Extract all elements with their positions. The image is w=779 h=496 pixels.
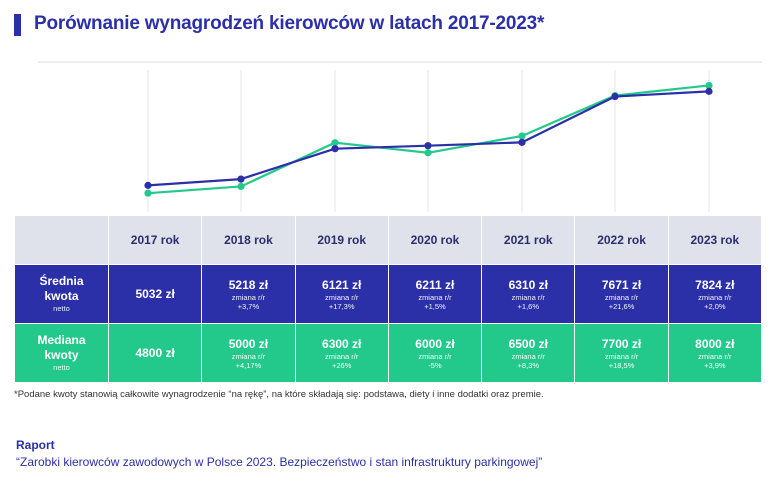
median-change: +3,9%: [704, 360, 726, 370]
median-label-sub: netto: [53, 363, 70, 372]
median-cell: 6500 zł zmiana r/r +8,3%: [481, 323, 576, 383]
average-data-point: [518, 138, 526, 146]
median-data-point: [144, 189, 152, 197]
average-label-line1: Średnia: [39, 274, 84, 288]
average-label-sub: netto: [53, 304, 70, 313]
corner-cell: [14, 215, 109, 265]
average-cell: 7824 zł zmiana r/r +2,0%: [667, 264, 763, 324]
year-header: 2021 rok: [481, 215, 576, 265]
median-value: 7700 zł: [601, 336, 642, 351]
median-label-line1: Mediana: [37, 333, 86, 347]
median-value: 6500 zł: [508, 336, 548, 351]
average-value: 5218 zł: [228, 277, 269, 292]
average-row-label: Średnia kwota netto: [14, 264, 109, 324]
line-chart: [38, 61, 762, 212]
change-label: zmiana r/r: [698, 351, 732, 361]
median-cell: 8000 zł zmiana r/r +3,9%: [667, 323, 763, 383]
change-label: zmiana r/r: [604, 292, 639, 302]
average-value: 6121 zł: [322, 277, 362, 292]
change-label: zmiana r/r: [511, 351, 545, 361]
footnote: *Podane kwoty stanowią całkowite wynagro…: [14, 389, 544, 400]
average-data-point: [705, 87, 713, 95]
average-change: +1,6%: [517, 301, 539, 311]
change-label: zmiana r/r: [231, 292, 266, 302]
average-data-point: [424, 142, 432, 150]
change-label: zmiana r/r: [231, 351, 266, 361]
average-label-line2: kwota: [44, 289, 79, 303]
average-change: +2,0%: [704, 301, 726, 311]
average-value: 7824 zł: [695, 277, 735, 292]
average-change: +21,6%: [608, 301, 635, 311]
median-value: 6300 zł: [322, 336, 362, 351]
median-cell: 5000 zł zmiana r/r +4,17%: [201, 323, 296, 383]
average-data-point: [331, 145, 339, 153]
change-label: zmiana r/r: [604, 351, 639, 361]
median-data-point: [331, 139, 339, 147]
salary-table: 2017 rok 2018 rok 2019 rok 2020 rok 2021…: [14, 215, 763, 383]
median-cell: 6000 zł zmiana r/r -5%: [387, 323, 483, 383]
average-change: +1,5%: [424, 301, 446, 311]
report-title: “Zarobki kierowców zawodowych w Polsce 2…: [16, 455, 543, 469]
average-data-point: [611, 92, 619, 101]
change-label: zmiana r/r: [698, 292, 732, 302]
median-cell: 4800 zł: [107, 323, 203, 383]
median-change: +18,5%: [608, 360, 635, 370]
median-row-label: Mediana kwoty netto: [14, 323, 109, 383]
median-cell: 6300 zł zmiana r/r +26%: [294, 323, 389, 383]
average-cell: 7671 zł zmiana r/r +21,6%: [574, 264, 669, 324]
year-header: 2018 rok: [201, 215, 296, 265]
change-label: zmiana r/r: [325, 292, 359, 302]
median-change: +4,17%: [235, 360, 262, 370]
median-cell: 7700 zł zmiana r/r +18,5%: [574, 323, 669, 383]
average-cell: 6121 zł zmiana r/r +17,3%: [294, 264, 389, 324]
median-data-point: [705, 81, 713, 90]
title-accent-bar: [14, 14, 21, 36]
change-label: zmiana r/r: [325, 351, 359, 361]
change-label: zmiana r/r: [418, 351, 452, 361]
median-row: Mediana kwoty netto 4800 zł 5000 zł zmia…: [14, 323, 763, 383]
average-value: 5032 zł: [135, 286, 175, 301]
year-header: 2017 rok: [107, 215, 203, 265]
median-data-point: [424, 149, 432, 157]
average-change: +3,7%: [237, 301, 260, 311]
year-header: 2022 rok: [574, 215, 669, 265]
average-value: 6211 zł: [415, 277, 455, 292]
change-label: zmiana r/r: [511, 292, 545, 302]
median-data-point: [518, 132, 526, 140]
year-header-row: 2017 rok 2018 rok 2019 rok 2020 rok 2021…: [14, 215, 763, 265]
average-cell: 5218 zł zmiana r/r +3,7%: [201, 264, 296, 324]
average-data-point: [237, 175, 245, 183]
year-header: 2023 rok: [667, 215, 763, 265]
median-change: +26%: [332, 360, 352, 370]
average-value: 7671 zł: [601, 277, 642, 292]
median-data-point: [237, 182, 245, 191]
median-value: 5000 zł: [228, 336, 269, 351]
average-data-point: [144, 181, 152, 189]
median-change: -5%: [428, 360, 442, 370]
median-change: +8,3%: [517, 360, 539, 370]
average-cell: 6211 zł zmiana r/r +1,5%: [387, 264, 483, 324]
median-value: 4800 zł: [135, 345, 175, 360]
average-row: Średnia kwota netto 5032 zł 5218 zł zmia…: [14, 264, 763, 324]
median-label-line2: kwoty: [44, 348, 79, 362]
median-value: 8000 zł: [695, 336, 735, 351]
median-value: 6000 zł: [415, 336, 455, 351]
average-change: +17,3%: [328, 301, 355, 311]
chart-title: Porównanie wynagrodzeń kierowców w latac…: [34, 13, 545, 34]
report-label: Raport: [16, 438, 55, 452]
average-value: 6310 zł: [508, 277, 548, 292]
change-label: zmiana r/r: [418, 292, 452, 302]
year-header: 2020 rok: [387, 215, 483, 265]
average-cell: 6310 zł zmiana r/r +1,6%: [481, 264, 576, 324]
average-cell: 5032 zł: [107, 264, 203, 324]
year-header: 2019 rok: [294, 215, 389, 265]
